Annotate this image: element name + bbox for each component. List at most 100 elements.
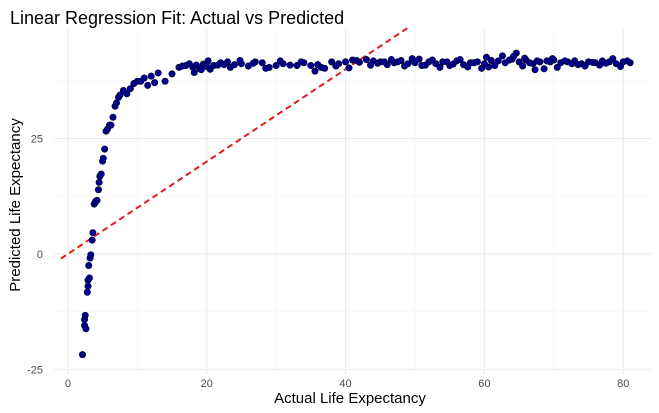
- data-point: [190, 68, 198, 76]
- data-point: [214, 61, 222, 69]
- y-tick-label: -25: [27, 364, 43, 376]
- x-axis-ticks: 0 20 40 60 80: [65, 378, 630, 390]
- data-point: [345, 64, 353, 72]
- data-point: [83, 288, 91, 296]
- data-point: [151, 79, 159, 87]
- data-point: [168, 70, 176, 78]
- data-point: [470, 59, 478, 67]
- data-point: [531, 66, 539, 74]
- data-point: [342, 58, 350, 66]
- data-point: [140, 74, 148, 82]
- data-point: [485, 63, 493, 71]
- data-point: [609, 55, 617, 63]
- data-point: [197, 66, 205, 74]
- data-point: [107, 121, 115, 129]
- data-point: [236, 56, 244, 64]
- x-tick-label: 20: [201, 378, 213, 390]
- data-point: [623, 57, 631, 65]
- data-point: [258, 59, 266, 67]
- y-axis-ticks: -25 0 25: [27, 134, 43, 377]
- data-point: [276, 57, 284, 65]
- data-point: [81, 311, 89, 319]
- data-point: [380, 58, 388, 66]
- data-point: [443, 58, 451, 66]
- data-point: [487, 56, 495, 64]
- data-point: [491, 62, 499, 70]
- data-point: [394, 58, 402, 66]
- data-point: [89, 229, 97, 237]
- data-point: [332, 62, 340, 70]
- data-point: [297, 58, 305, 66]
- data-point: [401, 62, 409, 70]
- data-point: [482, 53, 490, 61]
- data-point: [82, 325, 90, 333]
- data-point: [353, 56, 361, 64]
- data-point: [224, 58, 232, 66]
- data-point: [87, 251, 95, 259]
- data-point: [249, 59, 257, 67]
- data-point: [85, 274, 93, 282]
- data-point: [88, 236, 96, 244]
- data-point: [616, 62, 624, 70]
- data-point: [519, 62, 527, 70]
- data-point: [99, 154, 107, 162]
- data-point: [93, 196, 101, 204]
- data-point: [415, 55, 423, 63]
- data-point: [373, 59, 381, 67]
- data-point: [97, 170, 105, 178]
- data-point: [456, 56, 464, 64]
- data-point: [568, 60, 576, 68]
- data-point: [574, 61, 582, 69]
- data-point: [154, 69, 162, 77]
- x-tick-label: 60: [478, 378, 490, 390]
- data-point: [101, 145, 109, 153]
- data-point: [94, 186, 102, 194]
- data-point: [78, 351, 86, 359]
- data-point: [478, 64, 486, 72]
- data-point: [421, 61, 429, 69]
- data-point: [540, 65, 548, 73]
- y-axis-title: Predicted Life Expectancy: [7, 118, 24, 292]
- data-point: [464, 63, 472, 71]
- x-axis-title: Actual Life Expectancy: [274, 390, 426, 407]
- y-tick-label: 25: [31, 134, 43, 146]
- data-point: [561, 57, 569, 65]
- chart-title: Linear Regression Fit: Actual vs Predict…: [10, 8, 344, 28]
- data-point: [436, 63, 444, 71]
- data-point: [367, 61, 375, 69]
- data-point: [581, 62, 589, 70]
- data-point: [109, 113, 117, 121]
- data-point: [553, 63, 561, 71]
- data-point: [533, 57, 541, 65]
- data-point: [311, 67, 319, 75]
- data-point: [116, 91, 124, 99]
- data-point: [589, 58, 597, 66]
- data-point: [144, 81, 152, 89]
- data-points: [78, 49, 634, 359]
- data-point: [307, 62, 315, 70]
- data-point: [494, 57, 502, 65]
- data-point: [449, 60, 457, 68]
- data-point: [126, 85, 134, 93]
- data-point: [362, 56, 370, 64]
- x-tick-label: 0: [65, 378, 71, 390]
- data-point: [123, 90, 131, 98]
- data-point: [95, 178, 103, 186]
- data-point: [161, 77, 169, 85]
- data-point: [510, 52, 518, 60]
- data-point: [428, 56, 436, 64]
- data-point: [85, 261, 93, 269]
- data-point: [317, 63, 325, 71]
- data-point: [286, 61, 294, 69]
- data-point: [408, 55, 416, 63]
- data-point: [387, 56, 395, 64]
- data-point: [328, 58, 336, 66]
- data-point: [521, 54, 529, 62]
- data-point: [548, 55, 556, 63]
- data-point: [204, 57, 212, 65]
- data-point: [226, 63, 234, 71]
- data-point: [84, 282, 92, 290]
- x-tick-label: 40: [339, 378, 351, 390]
- data-point: [596, 61, 604, 69]
